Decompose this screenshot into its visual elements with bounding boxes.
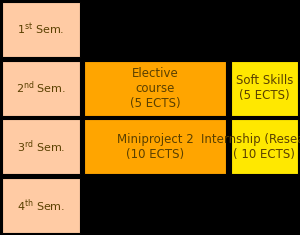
FancyBboxPatch shape (84, 61, 226, 116)
Text: Soft Skills
(5 ECTS): Soft Skills (5 ECTS) (236, 74, 293, 102)
FancyBboxPatch shape (2, 178, 80, 233)
Text: Internship (Research)
( 10 ECTS): Internship (Research) ( 10 ECTS) (201, 133, 300, 161)
Text: 1$^{\mathrm{st}}$ Sem.: 1$^{\mathrm{st}}$ Sem. (17, 22, 64, 37)
Text: 2$^{\mathrm{nd}}$ Sem.: 2$^{\mathrm{nd}}$ Sem. (16, 80, 66, 96)
FancyBboxPatch shape (84, 119, 226, 174)
Text: Miniproject 2
(10 ECTS): Miniproject 2 (10 ECTS) (117, 133, 194, 161)
FancyBboxPatch shape (2, 2, 80, 57)
Text: 3$^{\mathrm{rd}}$ Sem.: 3$^{\mathrm{rd}}$ Sem. (17, 139, 65, 155)
FancyBboxPatch shape (231, 61, 298, 116)
FancyBboxPatch shape (2, 119, 80, 174)
Text: 4$^{\mathrm{th}}$ Sem.: 4$^{\mathrm{th}}$ Sem. (17, 197, 65, 214)
Text: Elective
course
(5 ECTS): Elective course (5 ECTS) (130, 67, 181, 110)
FancyBboxPatch shape (2, 61, 80, 116)
FancyBboxPatch shape (231, 119, 298, 174)
